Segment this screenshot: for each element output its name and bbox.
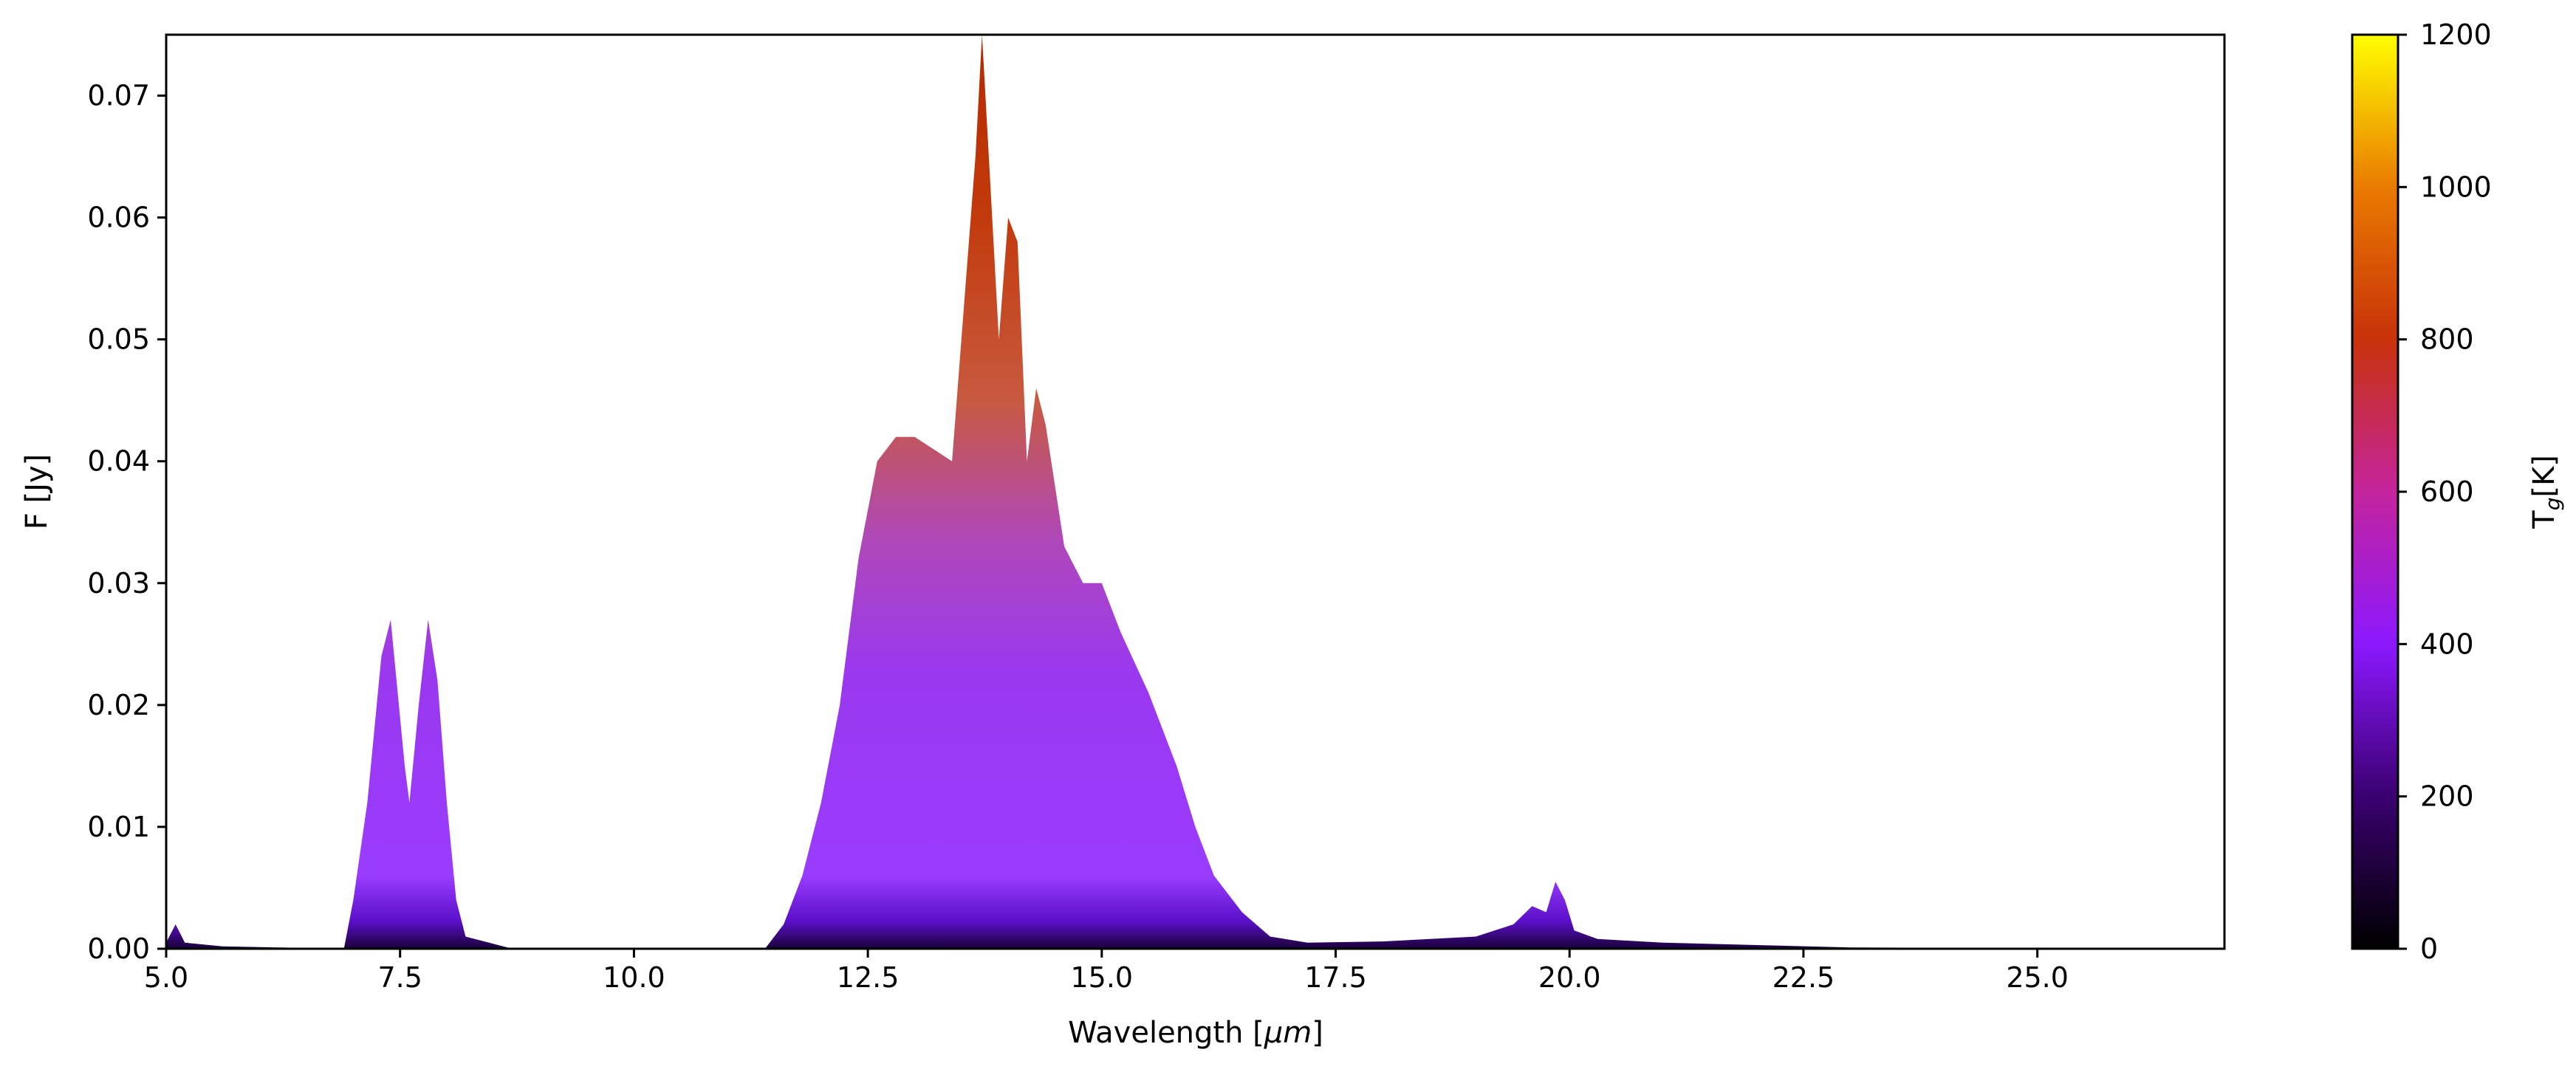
x-tick-label: 10.0	[603, 961, 665, 994]
colorbar-tick-label: 800	[2420, 323, 2474, 356]
x-tick-label: 15.0	[1071, 961, 1134, 994]
plot-background	[166, 35, 2224, 949]
colorbar-label-main: T	[2527, 510, 2561, 529]
colorbar-tick-label: 600	[2420, 475, 2474, 508]
colorbar-tick-label: 400	[2420, 628, 2474, 660]
colorbar-tick-label: 1200	[2420, 18, 2492, 51]
x-tick-label: 7.5	[377, 961, 422, 994]
y-axis-label: F [Jy]	[20, 454, 54, 529]
x-axis-label: Wavelength [μm]	[1068, 1016, 1323, 1050]
colorbar-label-end: [K]	[2527, 455, 2561, 497]
colorbar-ticks: 0 200 400 600 800 1000 1200	[2398, 18, 2492, 965]
y-tick-label: 0.06	[87, 202, 150, 234]
x-axis-label-unit: μm	[1264, 1016, 1312, 1050]
y-axis-ticks: 0.00 0.01 0.02 0.03 0.04 0.05 0.06 0.07	[87, 80, 166, 965]
x-tick-label: 17.5	[1304, 961, 1367, 994]
colorbar-tick-label: 200	[2420, 780, 2474, 813]
x-axis-ticks: 5.0 7.5 10.0 12.5 15.0 17.5 20.0 22.5 25.0	[144, 949, 2069, 994]
x-tick-label: 22.5	[1772, 961, 1835, 994]
x-tick-label: 20.0	[1538, 961, 1601, 994]
colorbar-tick-label: 0	[2420, 933, 2438, 965]
y-tick-label: 0.07	[87, 80, 150, 112]
colorbar-label-sub: g	[2541, 498, 2565, 511]
x-tick-label: 5.0	[144, 961, 188, 994]
spectrum-envelope	[166, 35, 2224, 949]
y-tick-label: 0.01	[87, 811, 150, 843]
y-tick-label: 0.05	[87, 323, 150, 356]
x-tick-label: 25.0	[2006, 961, 2069, 994]
y-tick-label: 0.02	[87, 689, 150, 721]
plot-frame	[165, 33, 2226, 950]
colorbar	[2351, 33, 2399, 950]
x-axis-label-end: ]	[1312, 1016, 1323, 1050]
colorbar-tick-label: 1000	[2420, 171, 2492, 203]
spectrum-series	[166, 35, 2224, 949]
y-tick-label: 0.03	[87, 567, 150, 600]
y-tick-label: 0.00	[87, 933, 150, 965]
x-tick-label: 12.5	[837, 961, 900, 994]
y-tick-label: 0.04	[87, 445, 150, 478]
x-axis-label-main: Wavelength [	[1068, 1016, 1264, 1050]
colorbar-label: Tg[K]	[2527, 455, 2565, 529]
